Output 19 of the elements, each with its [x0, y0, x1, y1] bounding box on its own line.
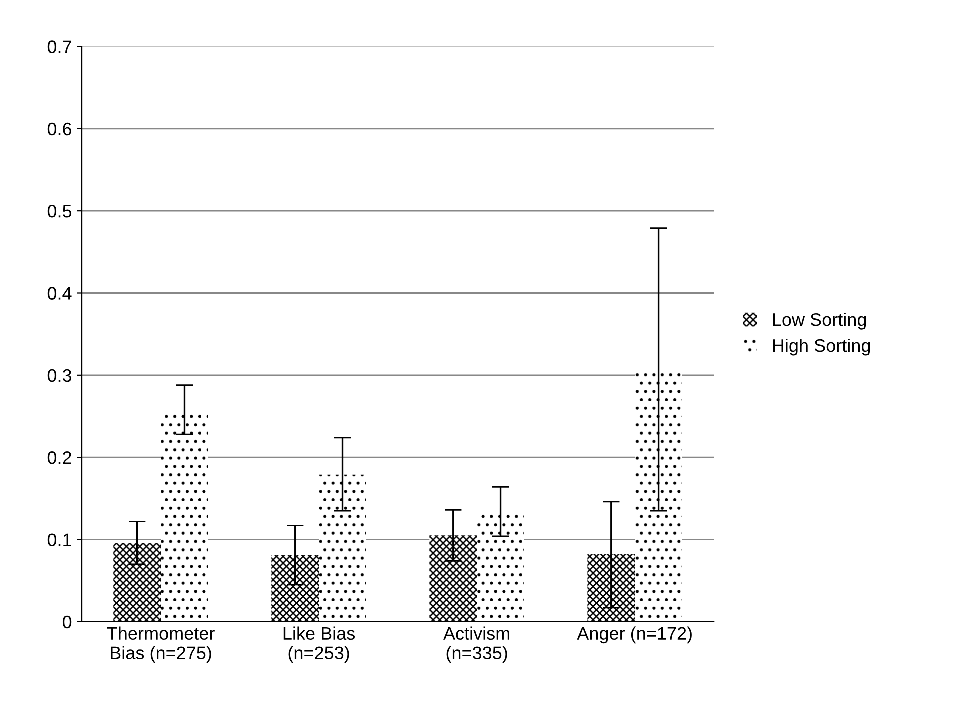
bar: [272, 555, 320, 622]
x-tick-label: Activism (n=335): [444, 626, 510, 664]
bar: [319, 474, 366, 622]
bar: [430, 536, 478, 622]
y-tick-label: 0.2: [48, 452, 72, 464]
y-tick-label: 0.4: [48, 287, 72, 300]
y-tick-label: 0.6: [48, 122, 72, 136]
legend-label: Low Sorting: [773, 312, 866, 330]
y-tick-label: 0.7: [48, 40, 72, 54]
bar: [588, 554, 636, 622]
y-tick-label: 0.3: [48, 369, 72, 382]
y-tick-label: 0: [62, 616, 72, 629]
bar: [114, 543, 162, 622]
y-tick-label: 0.5: [48, 205, 72, 218]
x-tick-label: Thermometer Bias (n=275): [107, 626, 215, 664]
y-tick-label: 0.1: [48, 534, 72, 546]
x-tick-label: Anger (n=172): [577, 626, 692, 644]
legend-label: High Sorting: [773, 338, 870, 356]
x-tick-label: Like Bias (n=253): [284, 626, 356, 664]
